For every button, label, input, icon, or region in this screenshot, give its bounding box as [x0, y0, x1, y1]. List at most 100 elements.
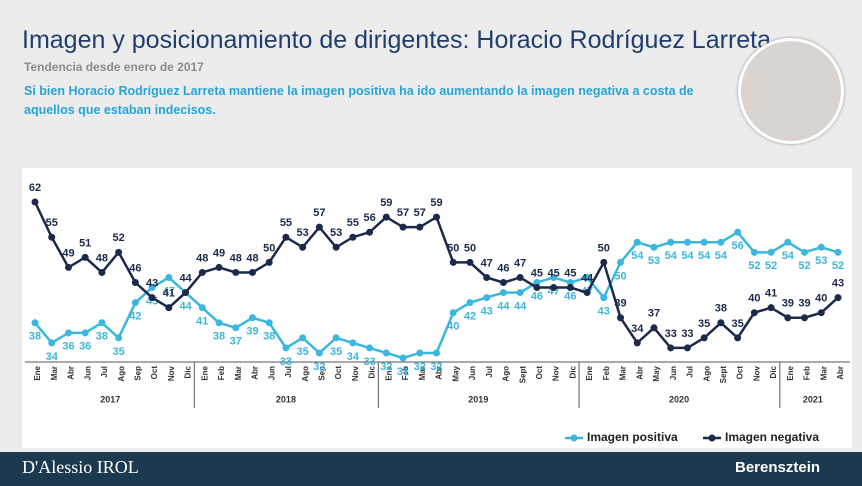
x-tick-label: Feb — [217, 366, 226, 380]
point — [115, 334, 123, 342]
data-label: 48 — [246, 252, 258, 264]
data-label: 54 — [681, 250, 694, 262]
point — [31, 198, 39, 206]
x-tick-label: Ago — [301, 366, 310, 382]
point — [566, 279, 574, 287]
point — [315, 349, 323, 357]
point — [115, 248, 123, 256]
point — [466, 258, 474, 266]
data-label: 46 — [129, 262, 141, 274]
legend-marker — [570, 434, 578, 442]
data-label: 35 — [732, 318, 744, 330]
point — [299, 243, 307, 251]
data-label: 35 — [330, 346, 342, 358]
data-label: 46 — [497, 262, 509, 274]
point — [617, 314, 625, 322]
point — [165, 273, 173, 281]
data-label: 44 — [497, 300, 510, 312]
point — [499, 279, 507, 287]
point — [550, 273, 558, 281]
data-label: 49 — [213, 247, 225, 259]
point — [31, 319, 39, 327]
point — [533, 284, 541, 292]
data-label: 42 — [464, 311, 476, 323]
x-tick-label: Ago — [502, 366, 511, 382]
point — [667, 238, 675, 246]
point — [81, 329, 89, 337]
x-tick-label: Mar — [234, 366, 243, 380]
data-label: 48 — [96, 252, 108, 264]
x-tick-label: Nov — [167, 365, 176, 381]
point — [282, 344, 290, 352]
point — [801, 314, 809, 322]
data-label: 52 — [832, 260, 844, 272]
point — [182, 289, 190, 297]
data-label: 56 — [363, 212, 375, 224]
x-tick-label: Dic — [568, 365, 577, 378]
point — [667, 344, 675, 352]
x-tick-label: Jun — [468, 366, 477, 380]
point — [416, 223, 424, 231]
data-label: 46 — [564, 290, 576, 302]
x-tick-label: Mar — [619, 366, 628, 380]
data-label: 35 — [113, 346, 125, 358]
data-label: 44 — [581, 272, 594, 284]
point — [700, 334, 708, 342]
data-label: 32 — [380, 361, 392, 373]
point — [717, 319, 725, 327]
x-tick-label: Jun — [83, 366, 92, 380]
data-label: 38 — [29, 331, 41, 343]
data-label: 46 — [531, 290, 543, 302]
title: Imagen y posicionamiento de dirigentes: … — [22, 26, 772, 54]
data-label: 32 — [313, 361, 325, 373]
data-label: 54 — [665, 250, 678, 262]
subtitle: Tendencia desde enero de 2017 — [24, 60, 204, 74]
data-label: 35 — [297, 346, 309, 358]
data-label: 56 — [732, 240, 744, 252]
data-label: 33 — [280, 356, 292, 368]
x-tick-label: Oct — [736, 366, 745, 380]
point — [499, 289, 507, 297]
x-tick-label: Feb — [602, 366, 611, 380]
data-label: 45 — [564, 267, 576, 279]
data-label: 52 — [748, 260, 760, 272]
legend-marker — [708, 434, 716, 442]
point — [382, 213, 390, 221]
point — [566, 284, 574, 292]
x-tick-label: Ene — [33, 365, 42, 380]
data-label: 33 — [681, 328, 693, 340]
point — [198, 268, 206, 276]
data-label: 34 — [631, 323, 644, 335]
data-label: 55 — [46, 217, 58, 229]
point — [683, 344, 691, 352]
point — [232, 268, 240, 276]
x-tick-label: Ene — [384, 365, 393, 380]
data-label: 43 — [481, 306, 493, 318]
data-label: 48 — [230, 252, 242, 264]
point — [433, 349, 440, 357]
data-label: 33 — [363, 356, 375, 368]
point — [332, 243, 340, 251]
data-label: 41 — [163, 288, 175, 300]
data-label: 47 — [163, 285, 175, 297]
x-tick-label: Ago — [702, 366, 711, 382]
x-tick-label: Dic — [184, 365, 193, 378]
x-tick-label: Jul — [284, 366, 293, 378]
point — [817, 309, 825, 317]
x-tick-label: Sept — [518, 366, 527, 384]
x-tick-label: Jul — [686, 366, 695, 378]
point — [583, 289, 591, 297]
point — [834, 248, 842, 256]
data-label: 38 — [715, 303, 727, 315]
point — [81, 253, 89, 261]
data-label: 44 — [179, 272, 192, 284]
point — [282, 233, 290, 241]
data-label: 38 — [263, 331, 275, 343]
footer — [0, 452, 862, 486]
x-tick-label: Mar — [50, 366, 59, 380]
x-tick-label: Sept — [719, 366, 728, 384]
point — [349, 339, 357, 347]
data-label: 43 — [146, 278, 158, 290]
data-label: 34 — [46, 351, 59, 363]
